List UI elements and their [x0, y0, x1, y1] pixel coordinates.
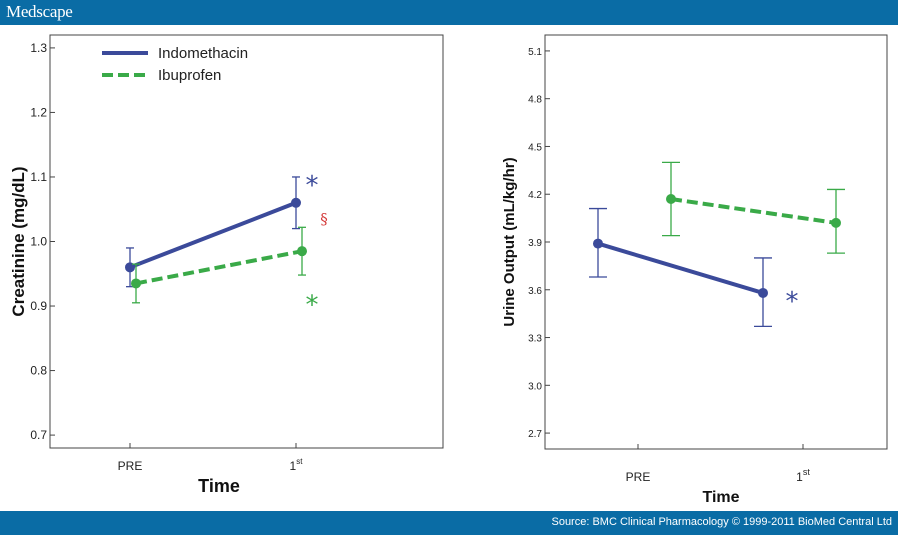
data-point: [297, 246, 307, 257]
significance-asterisk: *: [306, 171, 319, 201]
y-tick-label: 1.3: [30, 41, 47, 55]
plot-frame: [49, 34, 444, 449]
y-tick-label: 3.9: [528, 238, 542, 249]
data-point: [666, 194, 676, 205]
y-axis-title: Urine Output (mL/kg/hr): [501, 157, 518, 326]
y-tick-label: 0.8: [30, 364, 47, 378]
y-tick-label: 4.2: [528, 190, 542, 201]
y-axis-title: Creatinine (mg/dL): [9, 166, 28, 316]
y-tick-label: 1.2: [30, 105, 47, 119]
legend-label-ibuprofen: Ibuprofen: [158, 67, 221, 84]
charts-canvas: 0.7 0.8 0.9 1.0 1.1 1.2 1.3 PRE 1st Time Creatinin…: [9, 34, 888, 506]
creatinine-chart: 0.7 0.8 0.9 1.0 1.1 1.2 1.3 PRE 1st Time Creatinin…: [9, 34, 444, 496]
y-tick-label: 4.5: [528, 142, 542, 153]
x-axis-title: Time: [702, 489, 739, 506]
y-tick-label: 3.3: [528, 334, 542, 345]
bottom-banner: Source: BMC Clinical Pharmacology © 1999…: [0, 511, 898, 535]
significance-asterisk: *: [306, 290, 319, 320]
y-tick-label: 1.0: [30, 235, 47, 249]
top-banner: Medscape: [0, 0, 898, 25]
x-tick-label: PRE: [118, 459, 143, 473]
x-axis-title: Time: [198, 476, 240, 496]
y-tick-label: 1.1: [30, 170, 47, 184]
significance-asterisk: *: [786, 287, 799, 317]
x-tick-label: 1st: [796, 467, 810, 484]
data-point: [125, 262, 135, 273]
data-point: [291, 197, 301, 208]
medscape-logo: Medscape: [6, 2, 73, 21]
legend-label-indomethacin: Indomethacin: [158, 45, 248, 62]
x-tick-label: PRE: [626, 470, 651, 484]
significance-section-mark: §: [320, 210, 328, 228]
x-tick-label: 1st: [290, 457, 304, 473]
y-tick-label: 3.6: [528, 286, 542, 297]
y-tick-label: 3.0: [528, 381, 542, 392]
data-point: [131, 278, 141, 289]
source-credit: Source: BMC Clinical Pharmacology © 1999…: [551, 516, 892, 528]
series-line-ibuprofen: [670, 197, 837, 225]
y-tick-label: 0.7: [30, 428, 47, 442]
urine-output-chart: 2.7 3.0 3.3 3.6 3.9 4.2 4.5 4.8 5.1 PRE 1st Time Uri…: [501, 34, 888, 506]
series-line-ibuprofen: [135, 249, 303, 286]
y-tick-label: 0.9: [30, 299, 47, 313]
y-tick-label: 4.8: [528, 95, 542, 106]
series-line-indomethacin: [597, 241, 764, 295]
y-tick-label: 5.1: [528, 47, 542, 58]
data-point: [593, 238, 603, 249]
data-point: [831, 217, 841, 228]
data-point: [758, 287, 768, 298]
y-tick-label: 2.7: [528, 429, 542, 440]
series-line-indomethacin: [129, 200, 297, 270]
